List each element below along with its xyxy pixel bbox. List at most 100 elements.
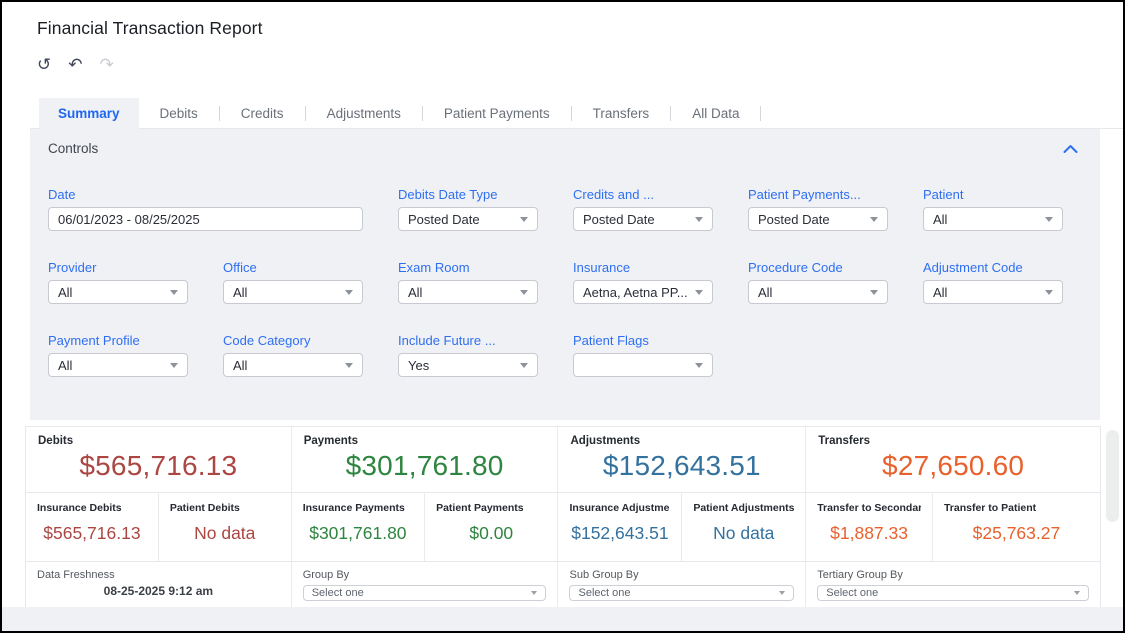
tertiary-group-by-label: Tertiary Group By <box>817 569 903 581</box>
chevron-down-icon <box>1073 591 1080 595</box>
filter-patient-payments-date-type: Patient Payments... Posted Date <box>748 187 888 231</box>
group-by-cell: Group By Select one <box>292 562 559 608</box>
filter-label: Date <box>48 187 76 202</box>
controls-title: Controls <box>48 141 99 156</box>
collapse-controls-button[interactable] <box>1063 144 1078 154</box>
subcard-value: No data <box>713 522 775 543</box>
filter-label: Payment Profile <box>48 333 140 348</box>
chevron-down-icon <box>779 591 786 595</box>
filter-patient: Patient All <box>923 187 1063 231</box>
filter-label: Office <box>223 260 257 275</box>
filter-code-category: Code Category All <box>223 333 363 377</box>
include-future-select[interactable]: Yes <box>398 353 538 377</box>
chevron-down-icon <box>695 362 703 368</box>
select-value: Select one <box>311 587 364 599</box>
subcard-label: Insurance Payments <box>302 502 405 514</box>
filter-label: Procedure Code <box>748 260 843 275</box>
reset-icon[interactable]: ↺ <box>37 55 52 75</box>
patient-payments-date-type-select[interactable]: Posted Date <box>748 207 888 231</box>
card-value: $27,650.60 <box>882 449 1025 481</box>
tab-adjustments[interactable]: Adjustments <box>326 106 401 121</box>
debits-date-type-select[interactable]: Posted Date <box>398 207 538 231</box>
office-select[interactable]: All <box>223 280 363 304</box>
summary-subcards-row: Insurance Debits $565,716.13 Patient Deb… <box>26 493 1100 562</box>
tab-patient-payments[interactable]: Patient Payments <box>443 106 550 121</box>
filter-label: Provider <box>48 260 97 275</box>
filter-label: Patient Flags <box>573 333 649 348</box>
group-by-label: Group By <box>302 569 350 581</box>
subcard-insurance-debits: Insurance Debits $565,716.13 <box>26 493 159 561</box>
filter-label: Patient <box>923 187 964 202</box>
subcard-transfer-to-secondary: Transfer to Secondary $1,887.33 <box>806 493 933 561</box>
filter-label: Adjustment Code <box>923 260 1023 275</box>
insurance-select[interactable]: Aetna, Aetna PP... <box>573 280 713 304</box>
tab-divider <box>570 106 572 121</box>
tab-transfers[interactable]: Transfers <box>592 106 650 121</box>
subcard-value: $152,643.51 <box>571 522 669 543</box>
data-freshness-cell: Data Freshness 08-25-2025 9:12 am <box>26 562 292 608</box>
credits-date-type-select[interactable]: Posted Date <box>573 207 713 231</box>
select-value: Select one <box>578 587 631 599</box>
card-debits: Debits $565,716.13 <box>26 427 292 492</box>
patient-flags-select[interactable] <box>573 353 713 377</box>
chevron-down-icon <box>1045 289 1053 295</box>
undo-icon[interactable]: ↶ <box>68 55 83 75</box>
tab-divider <box>421 106 423 121</box>
sub-group-by-select[interactable]: Select one <box>569 585 795 601</box>
subcard-insurance-adjustments: Insurance Adjustments $152,643.51 <box>558 493 683 561</box>
filter-label: Include Future ... <box>398 333 496 348</box>
tab-credits[interactable]: Credits <box>240 106 284 121</box>
chevron-down-icon <box>520 362 528 368</box>
select-value: All <box>933 211 948 227</box>
filter-insurance: Insurance Aetna, Aetna PP... <box>573 260 713 304</box>
tab-divider <box>670 106 672 121</box>
group-by-select[interactable]: Select one <box>302 585 547 601</box>
tab-all-data[interactable]: All Data <box>692 106 740 121</box>
filter-patient-flags: Patient Flags <box>573 333 713 377</box>
subcard-value: $1,887.33 <box>830 522 908 543</box>
subcard-label: Transfer to Patient <box>943 502 1037 514</box>
subcard-transfer-to-patient: Transfer to Patient $25,763.27 <box>933 493 1100 561</box>
filter-provider: Provider All <box>48 260 188 304</box>
select-value: Posted Date <box>408 211 480 227</box>
procedure-code-select[interactable]: All <box>748 280 888 304</box>
filter-debits-date-type: Debits Date Type Posted Date <box>398 187 538 231</box>
patient-select[interactable]: All <box>923 207 1063 231</box>
chevron-down-icon <box>170 289 178 295</box>
redo-icon[interactable]: ↷ <box>99 55 114 75</box>
tertiary-group-by-select[interactable]: Select one <box>817 585 1089 601</box>
chevron-up-icon <box>1063 144 1078 153</box>
filter-label: Patient Payments... <box>748 187 861 202</box>
exam-room-select[interactable]: All <box>398 280 538 304</box>
date-range-input[interactable] <box>48 207 363 231</box>
subcard-label: Insurance Adjustments <box>569 502 670 514</box>
filter-payment-profile: Payment Profile All <box>48 333 188 377</box>
code-category-select[interactable]: All <box>223 353 363 377</box>
subcard-label: Patient Debits <box>169 502 240 514</box>
select-value: Posted Date <box>758 211 830 227</box>
card-label: Transfers <box>818 435 871 447</box>
page-title: Financial Transaction Report <box>37 18 263 38</box>
subcard-patient-payments: Patient Payments $0.00 <box>425 493 559 561</box>
provider-select[interactable]: All <box>48 280 188 304</box>
filter-label: Debits Date Type <box>398 187 498 202</box>
select-value: All <box>233 284 248 300</box>
subcard-label: Patient Adjustments <box>693 502 795 514</box>
payment-profile-select[interactable]: All <box>48 353 188 377</box>
chevron-down-icon <box>520 216 528 222</box>
card-value: $565,716.13 <box>79 449 238 481</box>
filter-label: Code Category <box>223 333 311 348</box>
adjustment-code-select[interactable]: All <box>923 280 1063 304</box>
chevron-down-icon <box>170 362 178 368</box>
chevron-down-icon <box>695 216 703 222</box>
data-freshness-label: Data Freshness <box>37 569 115 581</box>
tab-summary[interactable]: Summary <box>39 98 139 129</box>
sub-group-by-label: Sub Group By <box>569 569 639 581</box>
vertical-scrollbar[interactable] <box>1106 430 1119 522</box>
summary-section: Debits $565,716.13 Payments $301,761.80 … <box>25 426 1101 609</box>
card-value: $152,643.51 <box>602 449 761 481</box>
tab-debits[interactable]: Debits <box>159 106 198 121</box>
card-label: Payments <box>303 435 359 447</box>
subcard-insurance-payments: Insurance Payments $301,761.80 <box>292 493 426 561</box>
